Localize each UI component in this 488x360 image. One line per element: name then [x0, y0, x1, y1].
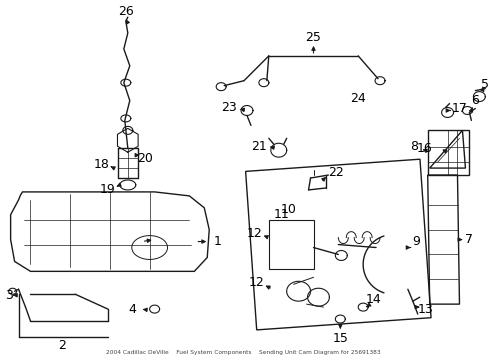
Text: 10: 10: [280, 203, 296, 216]
Text: 14: 14: [365, 293, 380, 306]
Text: 25: 25: [305, 31, 321, 44]
Text: 16: 16: [416, 142, 432, 155]
Text: 23: 23: [221, 101, 237, 114]
Text: 13: 13: [417, 303, 433, 316]
Text: 12: 12: [248, 276, 264, 289]
Text: 12: 12: [246, 227, 262, 240]
Text: 18: 18: [94, 158, 110, 171]
Text: 9: 9: [411, 235, 419, 248]
Text: 2: 2: [58, 339, 66, 352]
Text: 24: 24: [349, 92, 366, 105]
Text: 2004 Cadillac DeVille    Fuel System Components    Sending Unit Cam Diagram for : 2004 Cadillac DeVille Fuel System Compon…: [105, 350, 380, 355]
Text: 26: 26: [118, 5, 133, 18]
Text: 3: 3: [5, 289, 13, 302]
Text: 21: 21: [250, 140, 266, 153]
Text: 11: 11: [273, 208, 289, 221]
Text: 6: 6: [470, 94, 478, 107]
Text: 5: 5: [480, 78, 488, 91]
Text: 22: 22: [328, 166, 344, 179]
Text: 8: 8: [409, 140, 417, 153]
Text: 17: 17: [450, 102, 467, 115]
Text: 7: 7: [465, 233, 472, 246]
Text: 15: 15: [332, 332, 347, 345]
Text: 1: 1: [213, 235, 221, 248]
Text: 19: 19: [100, 184, 116, 197]
Text: 4: 4: [128, 303, 137, 316]
Text: 20: 20: [137, 152, 152, 165]
